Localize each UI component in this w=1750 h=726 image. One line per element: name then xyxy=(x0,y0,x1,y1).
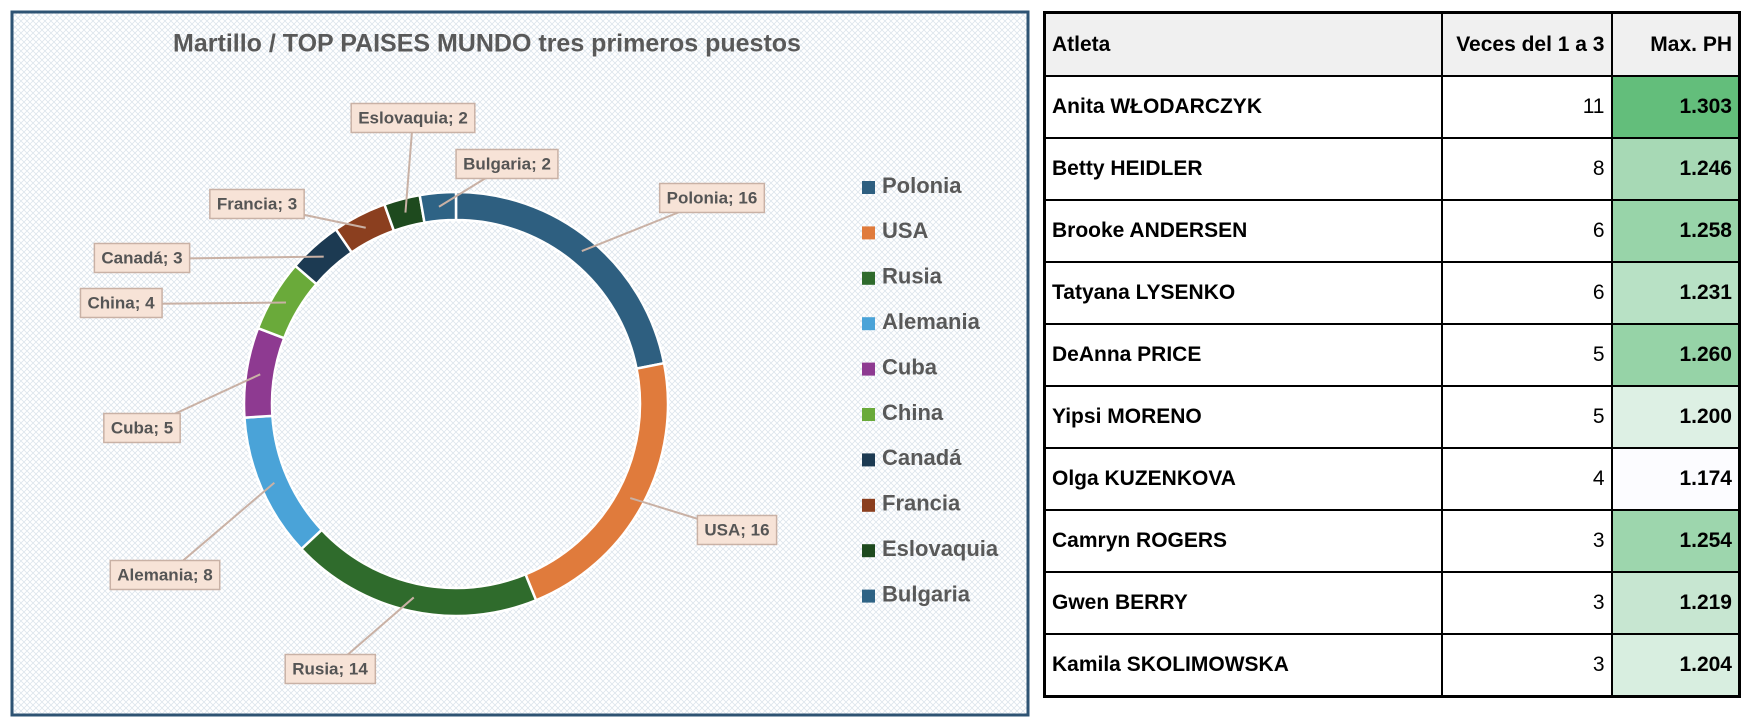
legend-marker xyxy=(862,589,875,603)
data-labels: Polonia; 16 USA; 16 Rusia; 14 Alemania; 8 Cu… xyxy=(79,102,778,685)
data-label-box xyxy=(93,242,191,274)
count-cell: 3 xyxy=(1440,509,1613,573)
chart-title: Martillo / TOP PAISES MUNDO tres primero… xyxy=(173,30,801,58)
athlete-cell: Tatyana LYSENKO xyxy=(1043,261,1443,325)
legend-label: Alemania xyxy=(882,309,981,334)
count-cell: 8 xyxy=(1440,137,1613,201)
athlete-cell: Betty HEIDLER xyxy=(1043,137,1443,201)
table-row: Olga KUZENKOVA 4 1.174 xyxy=(1043,447,1741,511)
max-ph-cell: 1.254 xyxy=(1610,509,1741,573)
legend-label: Polonia xyxy=(882,173,962,198)
athlete-table: Atleta Veces del 1 a 3 Max. PH Anita WŁODA… xyxy=(1043,11,1741,698)
header-cell: Atleta xyxy=(1043,11,1443,77)
data-label-box xyxy=(696,514,778,546)
legend-marker xyxy=(862,271,875,285)
max-ph-cell: 1.174 xyxy=(1610,447,1741,511)
table-body: Anita WŁODARCZYK 11 1.303 Betty HEIDLER 8 1.2… xyxy=(1043,75,1741,698)
max-ph-cell: 1.219 xyxy=(1610,571,1741,635)
legend-marker xyxy=(862,498,875,512)
athlete-cell: Yipsi MORENO xyxy=(1043,385,1443,449)
count-cell: 11 xyxy=(1440,75,1613,139)
data-label: Francia; 3 xyxy=(217,194,297,213)
legend-marker xyxy=(862,317,875,331)
legend-label: Francia xyxy=(882,491,961,516)
data-label-box xyxy=(658,182,766,214)
data-label-box xyxy=(209,188,305,220)
data-label-box xyxy=(455,148,559,180)
legend-label: USA xyxy=(882,218,929,243)
legend: Polonia USA Rusia Alemania Cuba China Canadá Fr… xyxy=(862,173,999,606)
data-label: Polonia; 16 xyxy=(667,188,758,207)
data-label: Cuba; 5 xyxy=(111,418,173,437)
legend-label: Cuba xyxy=(882,354,938,379)
athlete-cell: Brooke ANDERSEN xyxy=(1043,199,1443,263)
legend-label: Bulgaria xyxy=(882,581,971,606)
athlete-cell: Olga KUZENKOVA xyxy=(1043,447,1443,511)
data-label: Rusia; 14 xyxy=(292,659,368,678)
table-row: Gwen BERRY 3 1.219 xyxy=(1043,571,1741,635)
table-row: Brooke ANDERSEN 6 1.258 xyxy=(1043,199,1741,263)
leader-line xyxy=(404,118,414,213)
legend-label: China xyxy=(882,400,944,425)
athlete-cell: Camryn ROGERS xyxy=(1043,509,1443,573)
legend-label: Rusia xyxy=(882,264,943,289)
max-ph-cell: 1.260 xyxy=(1610,323,1741,387)
header-cell: Veces del 1 a 3 xyxy=(1440,11,1613,77)
header-cell: Max. PH xyxy=(1610,11,1741,77)
count-cell: 3 xyxy=(1440,633,1613,698)
count-cell: 5 xyxy=(1440,385,1613,449)
data-label-box xyxy=(79,287,163,319)
table-row: Yipsi MORENO 5 1.200 xyxy=(1043,385,1741,449)
table-row: Anita WŁODARCZYK 11 1.303 xyxy=(1043,75,1741,139)
legend-marker xyxy=(862,181,875,194)
table-row: Betty HEIDLER 8 1.246 xyxy=(1043,137,1741,201)
athlete-cell: Anita WŁODARCZYK xyxy=(1043,75,1443,139)
max-ph-cell: 1.258 xyxy=(1610,199,1741,263)
table-row: DeAnna PRICE 5 1.260 xyxy=(1043,323,1741,387)
legend-marker xyxy=(862,226,875,240)
max-ph-cell: 1.246 xyxy=(1610,137,1741,201)
count-cell: 3 xyxy=(1440,571,1613,635)
athlete-cell: DeAnna PRICE xyxy=(1043,323,1443,387)
legend-marker xyxy=(862,453,875,467)
data-label: USA; 16 xyxy=(704,520,769,539)
data-label: China; 4 xyxy=(87,293,155,312)
legend-label: Canadá xyxy=(882,445,962,470)
max-ph-cell: 1.303 xyxy=(1610,75,1741,139)
chart-frame xyxy=(10,10,1030,717)
data-label-box xyxy=(109,559,221,591)
athlete-cell: Kamila SKOLIMOWSKA xyxy=(1043,633,1443,698)
header-row: Atleta Veces del 1 a 3 Max. PH xyxy=(1043,11,1741,77)
data-label-box xyxy=(284,653,377,685)
data-label: Bulgaria; 2 xyxy=(463,154,551,173)
count-cell: 4 xyxy=(1440,447,1613,511)
legend-marker xyxy=(862,362,875,376)
athlete-cell: Gwen BERRY xyxy=(1043,571,1443,635)
donut-slice xyxy=(418,190,458,225)
max-ph-cell: 1.231 xyxy=(1610,261,1741,325)
data-label: Canadá; 3 xyxy=(101,248,182,267)
data-label-box xyxy=(350,102,476,134)
count-cell: 6 xyxy=(1440,261,1613,325)
count-cell: 5 xyxy=(1440,323,1613,387)
count-cell: 6 xyxy=(1440,199,1613,263)
chart: Martillo / TOP PAISES MUNDO tres primero… xyxy=(10,10,1030,717)
max-ph-cell: 1.200 xyxy=(1610,385,1741,449)
table-row: Kamila SKOLIMOWSKA 3 1.204 xyxy=(1043,633,1741,698)
max-ph-cell: 1.204 xyxy=(1610,633,1741,698)
legend-marker xyxy=(862,544,875,558)
data-label: Alemania; 8 xyxy=(117,565,212,584)
table-row: Tatyana LYSENKO 6 1.231 xyxy=(1043,261,1741,325)
legend-label: Eslovaquia xyxy=(882,536,999,561)
data-label-box xyxy=(103,412,181,444)
legend-marker xyxy=(862,408,875,421)
table-row: Camryn ROGERS 3 1.254 xyxy=(1043,509,1741,573)
data-label: Eslovaquia; 2 xyxy=(358,108,468,127)
